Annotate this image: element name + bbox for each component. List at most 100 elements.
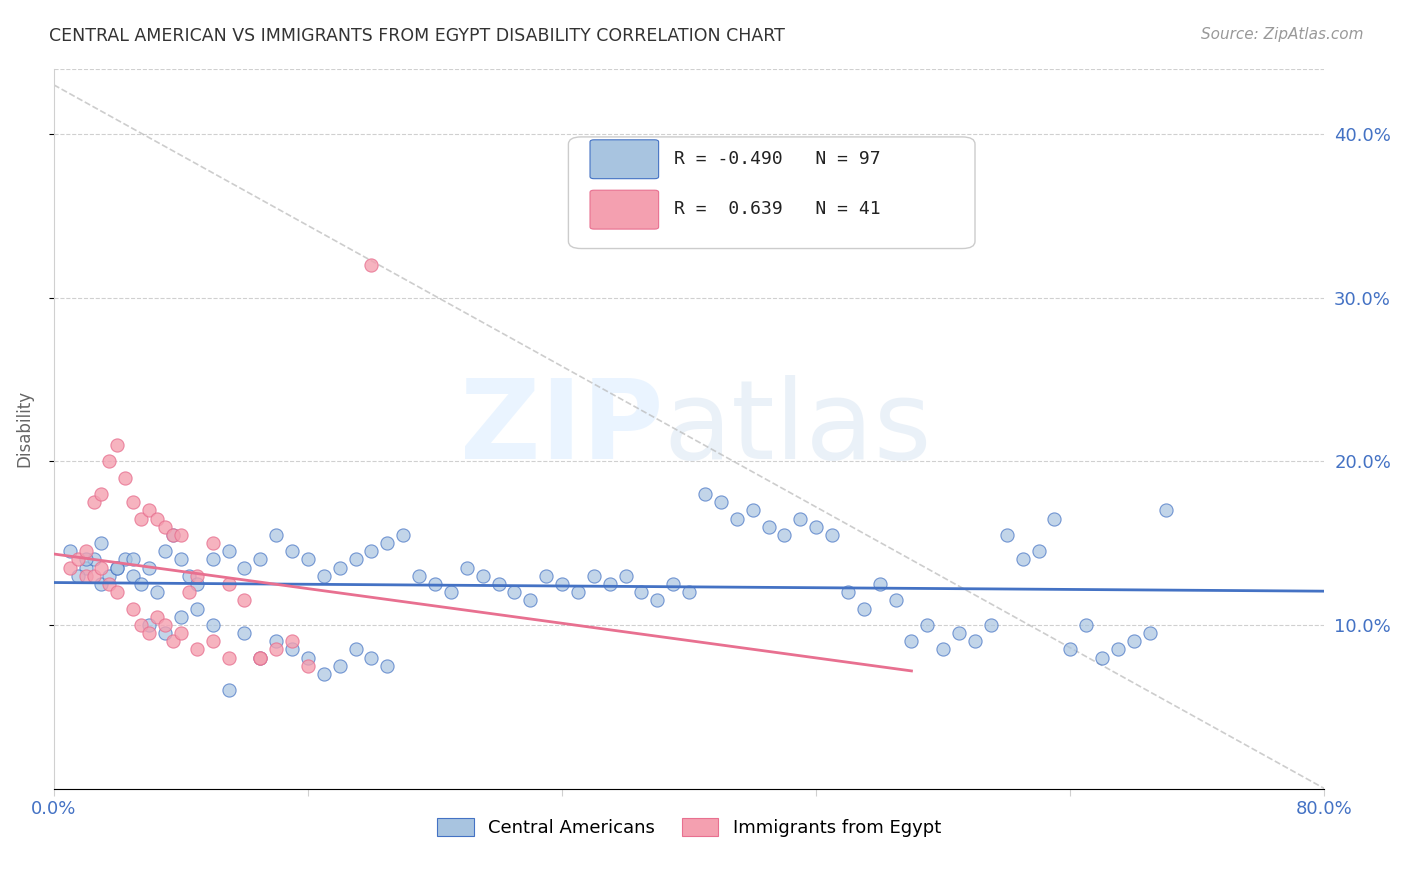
- Point: [83, 552, 105, 566]
- Text: atlas: atlas: [664, 375, 932, 482]
- Point: [90, 487, 112, 501]
- Point: [804, 519, 827, 533]
- Point: [980, 618, 1002, 632]
- Point: [122, 601, 145, 615]
- Point: [837, 585, 859, 599]
- Point: [534, 569, 557, 583]
- Point: [1139, 626, 1161, 640]
- Point: [312, 667, 335, 681]
- Point: [963, 634, 986, 648]
- Legend: Central Americans, Immigrants from Egypt: Central Americans, Immigrants from Egypt: [430, 811, 948, 845]
- Point: [408, 569, 430, 583]
- Point: [75, 569, 97, 583]
- Point: [281, 634, 304, 648]
- Point: [1076, 618, 1098, 632]
- Point: [852, 601, 875, 615]
- Point: [59, 560, 82, 574]
- Point: [423, 577, 446, 591]
- Point: [264, 528, 287, 542]
- Point: [153, 519, 176, 533]
- Point: [377, 658, 399, 673]
- Point: [170, 626, 193, 640]
- Point: [360, 650, 382, 665]
- Point: [233, 560, 256, 574]
- Point: [329, 658, 352, 673]
- Point: [297, 658, 319, 673]
- Point: [98, 454, 121, 468]
- Point: [83, 569, 105, 583]
- FancyBboxPatch shape: [591, 140, 658, 178]
- Point: [218, 683, 240, 698]
- Text: R = -0.490   N = 97: R = -0.490 N = 97: [673, 150, 880, 168]
- Point: [249, 552, 271, 566]
- Point: [789, 511, 811, 525]
- Point: [177, 569, 200, 583]
- Point: [201, 618, 224, 632]
- Point: [471, 569, 494, 583]
- Point: [900, 634, 922, 648]
- Point: [186, 642, 208, 657]
- Y-axis label: Disability: Disability: [15, 390, 32, 467]
- Point: [129, 577, 152, 591]
- Point: [582, 569, 605, 583]
- Point: [360, 544, 382, 558]
- Point: [1043, 511, 1066, 525]
- Point: [98, 569, 121, 583]
- Point: [329, 560, 352, 574]
- Point: [249, 650, 271, 665]
- Point: [98, 577, 121, 591]
- Point: [297, 552, 319, 566]
- Point: [90, 577, 112, 591]
- Point: [281, 642, 304, 657]
- Point: [773, 528, 796, 542]
- Point: [122, 495, 145, 509]
- Point: [725, 511, 748, 525]
- Point: [297, 650, 319, 665]
- Point: [90, 536, 112, 550]
- Point: [567, 585, 589, 599]
- Point: [377, 536, 399, 550]
- Point: [233, 593, 256, 607]
- Point: [392, 528, 415, 542]
- Point: [1091, 650, 1114, 665]
- Point: [122, 569, 145, 583]
- Point: [440, 585, 463, 599]
- Point: [201, 634, 224, 648]
- Point: [114, 552, 136, 566]
- Point: [281, 544, 304, 558]
- Point: [66, 552, 89, 566]
- Point: [138, 626, 160, 640]
- Point: [146, 511, 169, 525]
- Point: [170, 609, 193, 624]
- Point: [105, 560, 128, 574]
- Point: [488, 577, 510, 591]
- Point: [105, 585, 128, 599]
- Point: [344, 552, 367, 566]
- Point: [153, 544, 176, 558]
- Point: [264, 634, 287, 648]
- Point: [647, 593, 669, 607]
- Point: [129, 511, 152, 525]
- Point: [1154, 503, 1177, 517]
- Point: [153, 618, 176, 632]
- Point: [59, 544, 82, 558]
- Point: [177, 585, 200, 599]
- Point: [614, 569, 637, 583]
- Point: [122, 552, 145, 566]
- Point: [249, 650, 271, 665]
- Point: [75, 560, 97, 574]
- Point: [869, 577, 891, 591]
- Point: [138, 618, 160, 632]
- Point: [170, 528, 193, 542]
- Point: [599, 577, 621, 591]
- Point: [821, 528, 844, 542]
- Point: [162, 634, 184, 648]
- Point: [186, 577, 208, 591]
- Point: [186, 569, 208, 583]
- Point: [1028, 544, 1050, 558]
- Point: [114, 470, 136, 484]
- Point: [170, 552, 193, 566]
- Point: [884, 593, 907, 607]
- Point: [129, 618, 152, 632]
- Point: [360, 258, 382, 272]
